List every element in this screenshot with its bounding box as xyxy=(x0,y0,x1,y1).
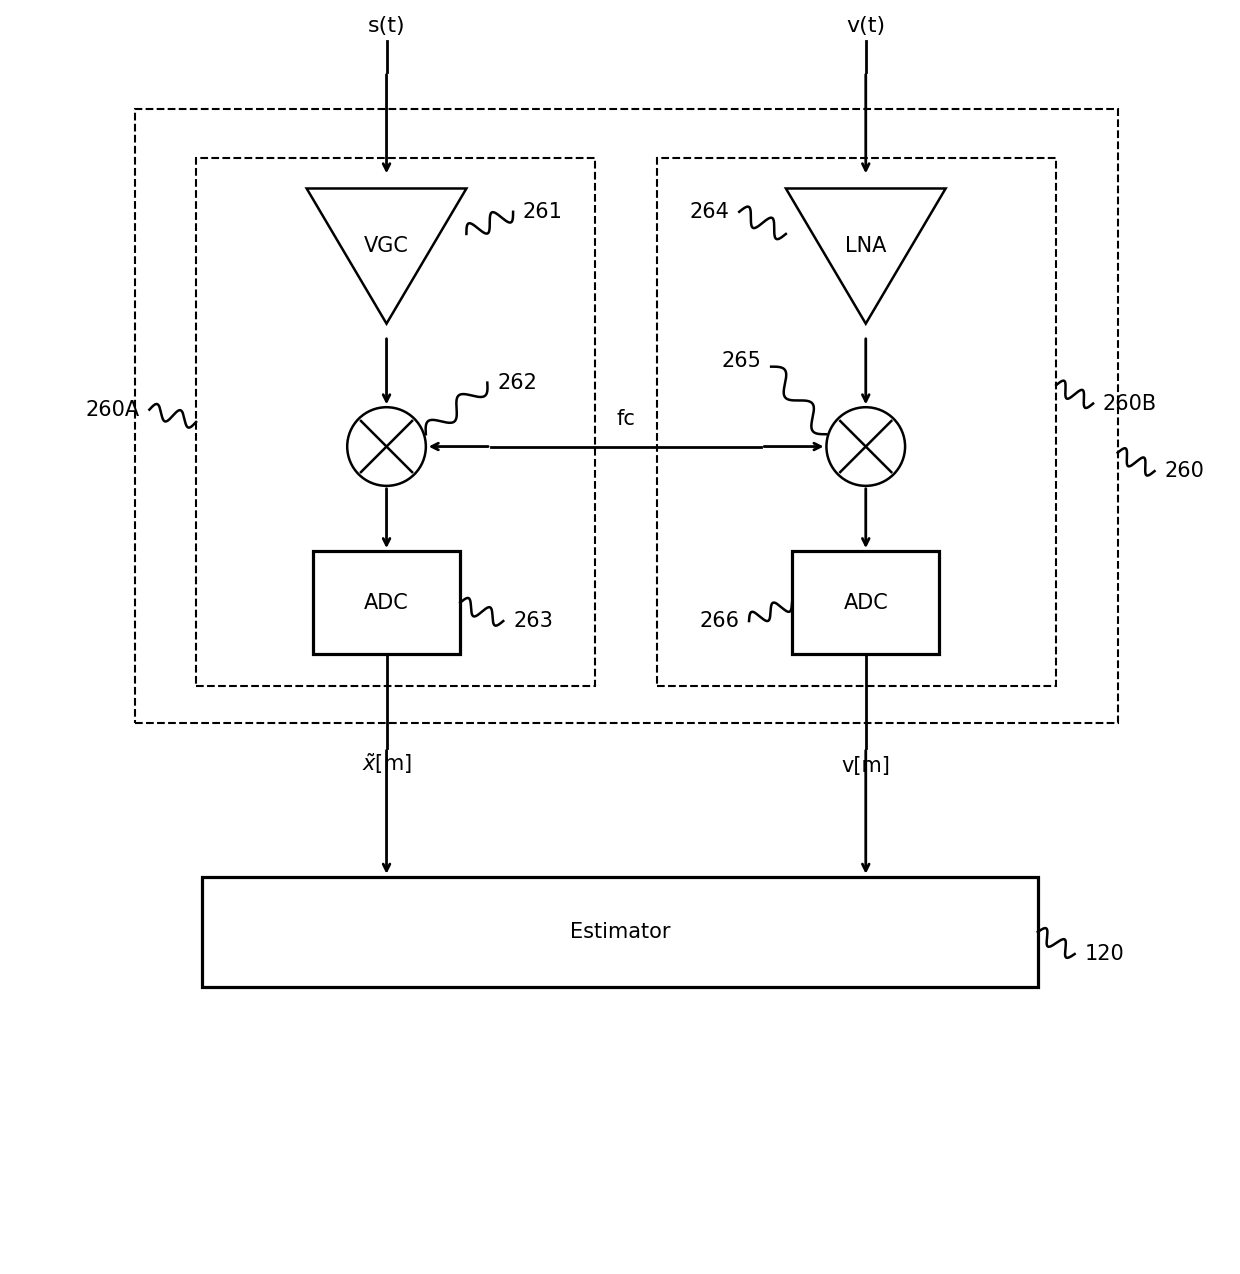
Bar xyxy=(202,877,1038,987)
Text: v[m]: v[m] xyxy=(841,755,890,776)
Text: ADC: ADC xyxy=(365,592,409,613)
Text: ADC: ADC xyxy=(843,592,888,613)
Text: 263: 263 xyxy=(513,612,553,631)
Text: s(t): s(t) xyxy=(368,17,405,36)
Text: $\tilde{x}$[m]: $\tilde{x}$[m] xyxy=(362,750,412,776)
Text: 265: 265 xyxy=(722,350,761,371)
Text: 260B: 260B xyxy=(1102,394,1157,414)
Text: 260A: 260A xyxy=(86,400,140,419)
Text: VGC: VGC xyxy=(365,236,409,256)
Text: 260: 260 xyxy=(1164,461,1204,482)
Text: 262: 262 xyxy=(497,372,537,392)
Bar xyxy=(657,158,1056,687)
Text: LNA: LNA xyxy=(846,236,887,256)
Text: fc: fc xyxy=(616,409,636,429)
Bar xyxy=(312,550,460,655)
Text: 266: 266 xyxy=(699,612,739,631)
Text: 264: 264 xyxy=(689,201,729,222)
Text: 261: 261 xyxy=(523,201,563,222)
Bar xyxy=(196,158,595,687)
Text: v(t): v(t) xyxy=(846,17,885,36)
Text: Estimator: Estimator xyxy=(569,922,671,941)
Bar xyxy=(792,550,940,655)
Text: 120: 120 xyxy=(1085,944,1125,964)
Bar xyxy=(135,108,1117,724)
